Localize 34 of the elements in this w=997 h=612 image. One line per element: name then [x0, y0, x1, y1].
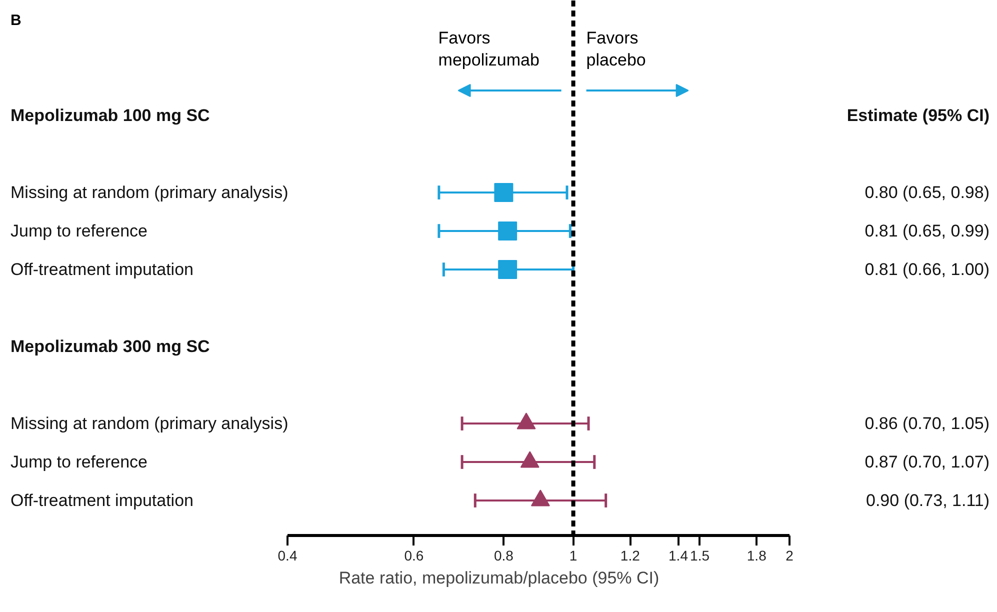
- text: B: [10, 12, 22, 29]
- x-tick-label: 0.4: [278, 548, 298, 564]
- point: [516, 412, 536, 430]
- x-tick-label: 1.5: [690, 548, 710, 564]
- y2-tick-label: 0.80 (0.65, 0.98): [864, 183, 990, 202]
- y2-tick-label: 0.81 (0.65, 0.99): [864, 222, 990, 240]
- point: [498, 222, 518, 240]
- x-tick-label: 0.6: [404, 548, 424, 564]
- text: Favors mepolizumab: [438, 28, 540, 70]
- x-tick-label: 2: [786, 548, 794, 564]
- y-tick-label: Missing at random (primary analysis): [10, 183, 288, 202]
- x-tick-label: 0.8: [494, 548, 514, 564]
- y-tick-label: Mepolizumab 300 mg SC: [10, 337, 210, 356]
- x-axis-title: Rate ratio, mepolizumab/placebo (95% CI): [338, 568, 660, 588]
- y-tick-label: Off-treatment imputation: [10, 491, 194, 510]
- x-tick-label: 1: [569, 548, 578, 564]
- y2-tick-label: 0.81 (0.66, 1.00): [864, 260, 990, 279]
- point: [498, 260, 518, 279]
- point: [494, 183, 514, 202]
- y-tick-label: Mepolizumab 100 mg SC: [10, 106, 210, 125]
- y2-tick-label: 0.90 (0.73, 1.11): [866, 491, 990, 510]
- text: Favors placebo: [586, 28, 646, 70]
- x-tick-label: 1.2: [620, 548, 640, 564]
- y-tick-label: Jump to reference: [10, 452, 148, 472]
- y2-tick-label: 0.87 (0.70, 1.07): [864, 452, 990, 472]
- x-tick-label: 1.4: [668, 548, 688, 564]
- y2-tick-label: 0.86 (0.70, 1.05): [864, 414, 990, 433]
- y2-tick-label: Estimate (95% CI): [846, 106, 990, 125]
- y-tick-label: Jump to reference: [10, 222, 148, 240]
- y-tick-label: Off-treatment imputation: [10, 260, 194, 279]
- x-tick-label: 1.8: [746, 548, 767, 564]
- point: [520, 451, 540, 468]
- y-tick-label: Missing at random (primary analysis): [10, 414, 288, 433]
- point: [530, 490, 550, 506]
